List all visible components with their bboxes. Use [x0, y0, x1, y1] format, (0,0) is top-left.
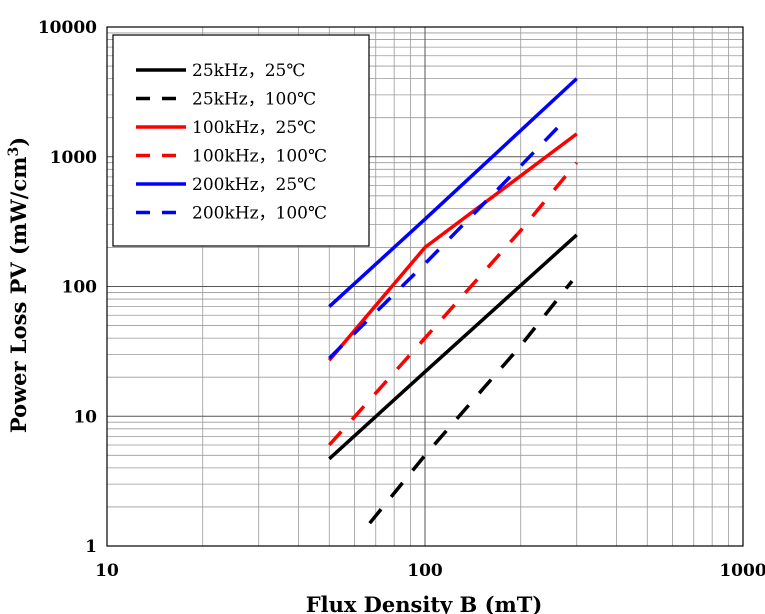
- x-tick-labels: 10 100 1000: [95, 561, 765, 581]
- legend-items: 25kHz，25℃ 25kHz，100℃ 100kHz，25℃ 100kHz，100℃…: [136, 61, 327, 224]
- legend-label-1: 25kHz，25℃: [192, 61, 305, 81]
- y-axis-label-superscript: 3: [6, 147, 22, 157]
- y-axis-label: Power Loss PV (mW/cm3): [6, 137, 31, 433]
- y-tick-label: 1000: [50, 148, 97, 168]
- y-tick-label: 100: [62, 278, 98, 298]
- y-tick-label: 10: [73, 407, 97, 427]
- series-layer: [327, 77, 579, 525]
- x-tick-label: 1000: [719, 561, 765, 581]
- series-line-4: [327, 161, 579, 447]
- legend-label-6: 200kHz，100℃: [192, 204, 327, 224]
- y-tick-labels: 1 10 100 1000 10000: [38, 18, 97, 557]
- y-axis-label-main: Power Loss PV (mW/cm: [6, 157, 31, 434]
- series-line-2: [368, 280, 574, 525]
- plot-area-frame: [106, 26, 744, 547]
- y-tick-label: 1: [85, 537, 97, 557]
- legend-label-5: 200kHz，25℃: [192, 175, 316, 195]
- legend-label-3: 100kHz，25℃: [192, 118, 316, 138]
- x-tick-label: 100: [407, 561, 443, 581]
- series-line-3: [327, 132, 578, 362]
- x-tick-label: 10: [95, 561, 119, 581]
- series-line-1: [328, 233, 578, 461]
- series-line-5: [328, 77, 578, 308]
- x-axis-label: Flux Density B (mT): [306, 592, 543, 614]
- legend-label-2: 25kHz，100℃: [192, 90, 316, 110]
- y-tick-label: 10000: [38, 18, 97, 38]
- legend: 25kHz，25℃ 25kHz，100℃ 100kHz，25℃ 100kHz，100℃…: [112, 34, 370, 247]
- y-axis-label-tail: ): [6, 137, 31, 147]
- legend-label-4: 100kHz，100℃: [192, 147, 327, 167]
